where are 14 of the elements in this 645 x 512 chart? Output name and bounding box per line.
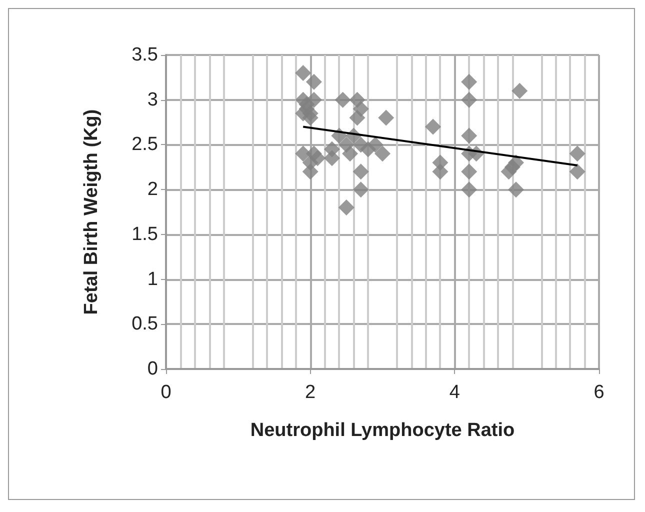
x-tick-label: 2	[305, 382, 316, 403]
y-tick-label: 0.5	[132, 314, 158, 335]
y-tick-label: 0	[147, 358, 158, 380]
x-axis-title: Neutrophil Lymphocyte Ratio	[250, 420, 515, 441]
y-axis-title: Fetal Birth Weigth (Kg)	[81, 109, 102, 315]
y-tick-label: 3.5	[132, 44, 158, 66]
y-tick-label: 1	[147, 268, 158, 290]
x-tick-label: 0	[160, 382, 172, 403]
y-tick-label: 3	[147, 89, 158, 110]
y-tick-label: 2	[147, 179, 158, 200]
y-tick-label: 1.5	[132, 224, 158, 245]
x-tick-label: 4	[449, 382, 460, 403]
x-tick-label: 6	[594, 382, 604, 403]
y-tick-label: 2.5	[132, 134, 158, 156]
